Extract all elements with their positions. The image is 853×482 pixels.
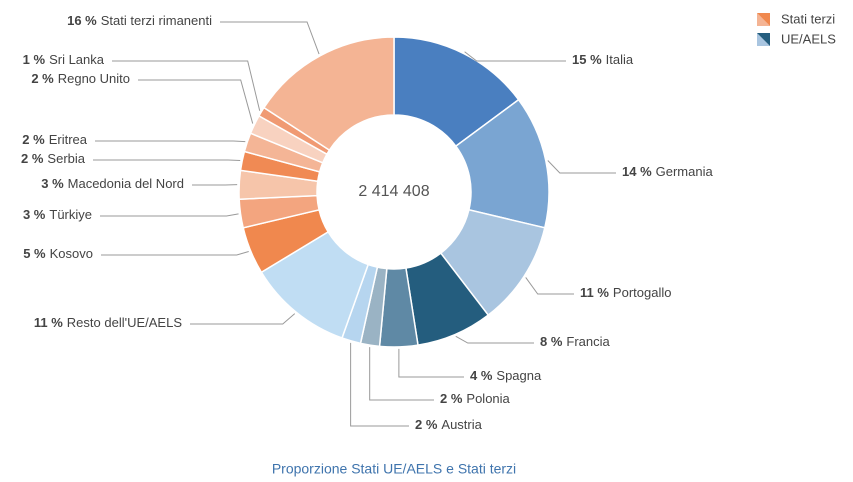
- slice-label: 2 % Serbia: [21, 151, 86, 166]
- leader-line: [369, 347, 434, 401]
- slice-category-label: Polonia: [466, 391, 510, 406]
- slice-value-label: 11 %: [34, 315, 63, 330]
- slice-category-label: Serbia: [47, 151, 85, 166]
- slice-category-label: Sri Lanka: [49, 52, 105, 67]
- slice-label: 3 % Macedonia del Nord: [41, 176, 184, 191]
- leader-line: [138, 79, 254, 124]
- leader-line: [525, 277, 574, 295]
- slice-category-label: Spagna: [496, 368, 542, 383]
- leader-line: [464, 51, 566, 62]
- leader-line: [95, 140, 246, 143]
- caption: Proporzione Stati UE/AELS e Stati terzi: [272, 461, 516, 477]
- leader-line: [455, 335, 534, 344]
- slice-value-label: 2 %: [440, 391, 463, 406]
- slice-category-label: Kosovo: [50, 246, 93, 261]
- leader-line: [190, 313, 296, 325]
- slice-value-label: 5 %: [23, 246, 46, 261]
- slice-category-label: Portogallo: [613, 285, 672, 300]
- leader-line: [112, 60, 261, 111]
- slice-category-label: Austria: [441, 417, 482, 432]
- slice-label: 11 % Portogallo: [580, 285, 671, 300]
- slice-label: 4 % Spagna: [470, 368, 542, 383]
- slice-category-label: Stati terzi rimanenti: [101, 13, 212, 28]
- slice-category-label: Italia: [606, 52, 634, 67]
- slice-label: 3 % Türkiye: [23, 207, 92, 222]
- legend-swatch: [757, 33, 770, 46]
- slice-category-label: Francia: [566, 334, 610, 349]
- slice-value-label: 4 %: [470, 368, 493, 383]
- slice-label: 1 % Sri Lanka: [23, 52, 105, 67]
- legend-swatch: [757, 13, 770, 26]
- leader-line: [101, 251, 249, 256]
- slice-category-label: Türkiye: [49, 207, 92, 222]
- slice-label: 2 % Regno Unito: [31, 71, 130, 86]
- slice-category-label: Macedonia del Nord: [68, 176, 184, 191]
- slice-value-label: 15 %: [572, 52, 602, 67]
- leader-line: [547, 160, 616, 174]
- leader-line: [100, 213, 239, 217]
- slice-label: 8 % Francia: [540, 334, 611, 349]
- slice-category-label: Germania: [656, 164, 714, 179]
- slice-label: 14 % Germania: [622, 164, 713, 179]
- donut-slice: [262, 36, 395, 152]
- slice-value-label: 3 %: [41, 176, 64, 191]
- leader-line: [398, 348, 464, 378]
- slice-label: 5 % Kosovo: [23, 246, 93, 261]
- slice-label: 15 % Italia: [572, 52, 634, 67]
- slice-value-label: 2 %: [22, 132, 45, 147]
- legend-label: Stati terzi: [781, 11, 835, 26]
- slice-value-label: 11 %: [580, 285, 609, 300]
- slice-label: 2 % Eritrea: [22, 132, 87, 147]
- slice-label: 2 % Polonia: [440, 391, 511, 406]
- slice-category-label: Resto dell'UE/AELS: [67, 315, 183, 330]
- slice-label: 11 % Resto dell'UE/AELS: [34, 315, 182, 330]
- legend-label: UE/AELS: [781, 31, 836, 46]
- leader-line: [350, 342, 409, 427]
- slice-value-label: 1 %: [23, 52, 46, 67]
- slice-value-label: 2 %: [415, 417, 438, 432]
- slice-value-label: 16 %: [67, 13, 97, 28]
- slice-label: 16 % Stati terzi rimanenti: [67, 13, 212, 28]
- slice-label: 2 % Austria: [415, 417, 483, 432]
- slice-category-label: Eritrea: [49, 132, 88, 147]
- leader-line: [220, 21, 320, 55]
- slice-category-label: Regno Unito: [58, 71, 130, 86]
- slice-value-label: 8 %: [540, 334, 563, 349]
- slice-value-label: 14 %: [622, 164, 652, 179]
- slice-value-label: 3 %: [23, 207, 46, 222]
- center-label: 2 414 408: [358, 183, 429, 200]
- slice-value-label: 2 %: [31, 71, 54, 86]
- slice-value-label: 2 %: [21, 151, 44, 166]
